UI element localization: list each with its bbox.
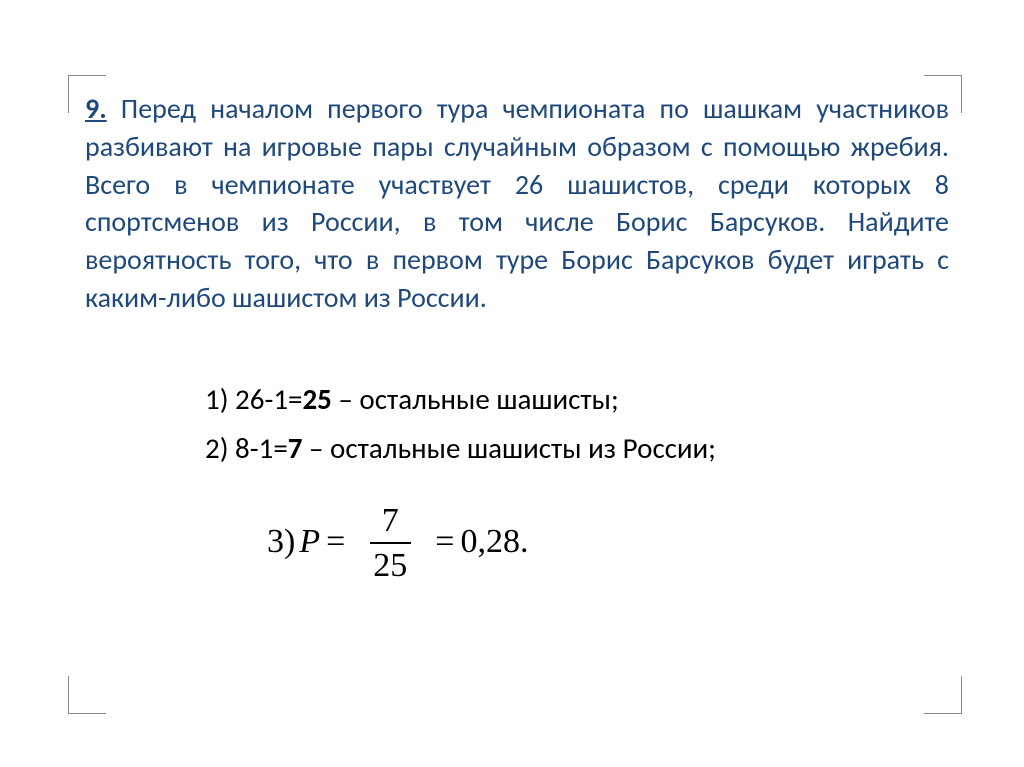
slide-corner-tl: [68, 75, 106, 113]
equals-sign-2: =: [435, 516, 454, 569]
step1-result: 25: [302, 381, 331, 417]
slide-corner-tr: [924, 75, 962, 113]
fraction-numerator: 7: [370, 499, 411, 544]
solution-step-2: 2) 8-1=7 – остальные шашисты из России;: [205, 426, 949, 471]
step3-variable: P: [299, 516, 320, 569]
step1-prefix: 1) 26-1=: [205, 381, 302, 417]
equals-sign-1: =: [326, 516, 345, 569]
solution-step-1: 1) 26-1=25 – остальные шашисты;: [205, 377, 949, 422]
slide-corner-br: [924, 676, 962, 714]
problem-body: Перед началом первого тура чемпионата по…: [85, 91, 949, 315]
fraction: 7 25: [361, 499, 419, 587]
step2-result: 7: [288, 430, 303, 466]
fraction-denominator: 25: [361, 544, 419, 587]
slide-corner-bl: [68, 676, 106, 714]
solution-block: 1) 26-1=25 – остальные шашисты; 2) 8-1=7…: [85, 377, 949, 587]
step2-prefix: 2) 8-1=: [205, 430, 288, 466]
problem-statement: 9. Перед началом первого тура чемпионата…: [85, 90, 949, 317]
solution-step-3: 3) P = 7 25 = 0,28.: [205, 499, 949, 587]
step3-label: 3): [267, 516, 295, 569]
step3-result: 0,28.: [460, 516, 528, 569]
step2-suffix: – остальные шашисты из России;: [302, 430, 715, 466]
step1-suffix: – остальные шашисты;: [332, 381, 619, 417]
